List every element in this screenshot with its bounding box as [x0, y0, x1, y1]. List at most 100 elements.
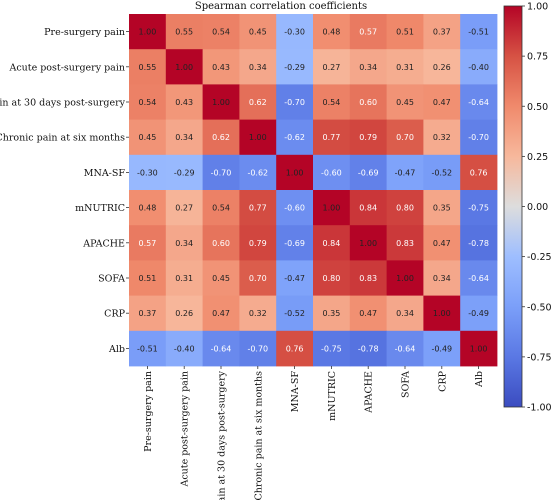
heatmap-cell — [423, 330, 461, 367]
cell-value-label: 0.54 — [212, 204, 230, 213]
cell-value-label: 0.83 — [396, 239, 414, 248]
cell-value-label: 0.51 — [396, 28, 414, 37]
cell-value-label: 0.55 — [138, 63, 156, 72]
cell-value-label: 0.57 — [359, 28, 377, 37]
colorbar-tick-label: 0.50 — [527, 102, 548, 113]
heatmap-cell — [349, 119, 387, 156]
cell-value-label: 0.45 — [249, 28, 267, 37]
cell-value-label: 0.47 — [359, 309, 377, 318]
cell-value-label: -0.75 — [321, 344, 342, 353]
cell-value-label: 0.37 — [433, 28, 451, 37]
heatmap-cell — [165, 225, 203, 261]
colorbar-tick-label: 0.25 — [527, 152, 548, 163]
cell-value-label: 0.35 — [322, 309, 340, 318]
heatmap-cell — [349, 225, 387, 261]
heatmap-cell — [239, 330, 277, 367]
heatmap-cell — [349, 49, 387, 85]
heatmap-cell — [129, 154, 167, 191]
cell-value-label: 0.84 — [322, 239, 340, 248]
heatmap-cell — [460, 330, 498, 367]
cell-value-label: -0.78 — [358, 344, 379, 353]
cell-value-label: 0.77 — [322, 133, 340, 142]
heatmap-cell — [313, 154, 351, 191]
heatmap-cell — [460, 84, 498, 120]
cell-value-label: 0.31 — [396, 63, 414, 72]
heatmap-cell — [460, 190, 498, 226]
cell-value-label: -0.64 — [468, 274, 489, 283]
cell-value-label: -0.30 — [137, 168, 158, 177]
heatmap-cell — [313, 119, 351, 156]
heatmap-cell — [349, 295, 387, 332]
cell-value-label: -0.52 — [284, 309, 305, 318]
colorbar-tick-label: -0.75 — [527, 352, 552, 363]
y-tick-label: SOFA — [98, 274, 125, 285]
heatmap-cell — [202, 119, 240, 156]
heatmap-cell — [313, 84, 351, 120]
cell-value-label: 0.54 — [322, 98, 340, 107]
y-tick-label: CRP — [104, 309, 125, 320]
heatmap-cell — [202, 14, 240, 50]
heatmap-cell — [165, 14, 203, 50]
heatmap-cell — [129, 119, 167, 156]
heatmap-cell — [313, 330, 351, 367]
cell-value-label: 1.00 — [396, 274, 414, 283]
cell-value-label: 0.60 — [359, 98, 377, 107]
cell-value-label: -0.52 — [431, 168, 452, 177]
heatmap-cells: 1.00 0.55 0.54 0.45 -0.30 0.48 0.57 0.51 0.37 -0.… — [129, 14, 498, 367]
heatmap-cell — [349, 190, 387, 226]
heatmap-cell — [165, 84, 203, 120]
x-tick-label: APACHE — [364, 371, 375, 414]
cell-value-label: 1.00 — [322, 204, 340, 213]
heatmap-cell — [386, 190, 424, 226]
heatmap-cell — [165, 119, 203, 156]
cell-value-label: 0.62 — [249, 98, 267, 107]
cell-value-label: 0.48 — [322, 28, 340, 37]
cell-value-label: 0.47 — [212, 309, 230, 318]
heatmap-cell — [423, 84, 461, 120]
cell-value-label: 0.35 — [433, 204, 451, 213]
cell-value-label: 0.34 — [175, 239, 193, 248]
heatmap-cell — [313, 260, 351, 296]
heatmap-cell — [276, 14, 314, 50]
cell-value-label: 0.84 — [359, 204, 377, 213]
cell-value-label: -0.47 — [395, 168, 416, 177]
cell-value-label: 0.34 — [359, 63, 377, 72]
x-tick-label: mNUTRIC — [327, 371, 338, 421]
heatmap-cell — [276, 119, 314, 156]
colorbar: 1.00 0.75 0.50 0.25 0.00 -0.25 -0.50 -0.75 -1.00 — [503, 2, 552, 414]
cell-value-label: -0.62 — [247, 168, 268, 177]
heatmap-cell — [276, 330, 314, 367]
y-tick-label: MNA-SF — [84, 168, 126, 179]
heatmap-cell — [202, 260, 240, 296]
x-tick-label: CRP — [437, 370, 448, 391]
heatmap-cell — [239, 14, 277, 50]
cell-value-label: 0.32 — [433, 133, 451, 142]
heatmap-cell — [202, 225, 240, 261]
heatmap-cell — [460, 260, 498, 296]
heatmap-cell — [386, 330, 424, 367]
x-tick-label: Chronic pain at six months — [253, 371, 264, 500]
cell-value-label: 0.76 — [470, 168, 488, 177]
cell-value-label: 0.26 — [433, 63, 451, 72]
heatmap-cell — [239, 49, 277, 85]
heatmap-cell — [129, 14, 167, 50]
heatmap-cell — [349, 260, 387, 296]
cell-value-label: 1.00 — [138, 28, 156, 37]
heatmap-cell — [460, 14, 498, 50]
heatmap-cell — [202, 84, 240, 120]
y-tick-label: mNUTRIC — [75, 203, 125, 214]
y-tick-labels: Pre-surgery pain Acute post-surgery pain P… — [0, 27, 129, 355]
cell-value-label: 0.80 — [396, 204, 414, 213]
heatmap-cell — [129, 225, 167, 261]
cell-value-label: -0.70 — [468, 133, 489, 142]
heatmap-cell — [386, 225, 424, 261]
cell-value-label: 0.47 — [433, 98, 451, 107]
heatmap-cell — [202, 190, 240, 226]
heatmap-cell — [165, 330, 203, 367]
cell-value-label: 0.34 — [433, 274, 451, 283]
cell-value-label: -0.40 — [468, 63, 489, 72]
cell-value-label: 0.31 — [175, 274, 193, 283]
heatmap-cell — [313, 49, 351, 85]
heatmap-cell — [276, 84, 314, 120]
